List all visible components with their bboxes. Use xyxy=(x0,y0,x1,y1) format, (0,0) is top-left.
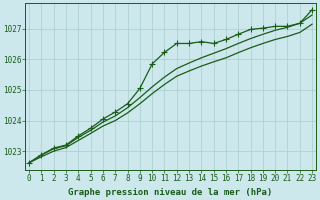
X-axis label: Graphe pression niveau de la mer (hPa): Graphe pression niveau de la mer (hPa) xyxy=(68,188,273,197)
